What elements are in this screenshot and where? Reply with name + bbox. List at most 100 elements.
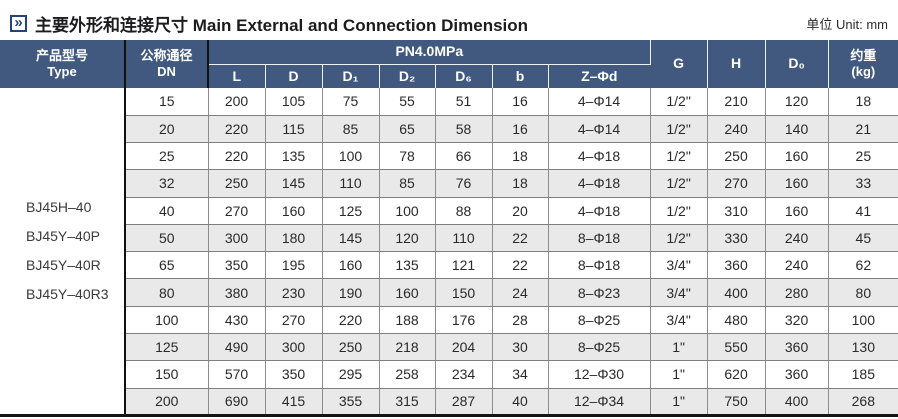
cell-h: 250 — [707, 142, 766, 171]
cell-d2: 160 — [379, 278, 436, 307]
cell-dn: 200 — [125, 388, 209, 417]
cell-zd: 8–Φ23 — [548, 278, 651, 307]
cell-g: 1" — [650, 360, 708, 389]
col-header-d0: D₀ — [765, 40, 829, 88]
cell-g: 3/4" — [650, 251, 708, 280]
table-row: 200 690 415 355 315 287 40 12–Φ34 1" 750… — [0, 388, 898, 417]
cell-d: 415 — [265, 388, 323, 417]
cell-b: 16 — [492, 88, 549, 116]
cell-d1: 145 — [322, 224, 380, 253]
cell-zd: 4–Φ14 — [548, 88, 651, 116]
cell-d2: 120 — [379, 224, 436, 253]
table-row: 150 570 350 295 258 234 34 12–Φ30 1" 620… — [0, 360, 898, 389]
section-header: » 主要外形和连接尺寸 Main External and Connection… — [0, 0, 898, 40]
table-row: BJ45H–40 BJ45Y–40P BJ45Y–40R BJ45Y–40R3 … — [0, 88, 898, 416]
cell-d2: 65 — [379, 115, 436, 144]
cell-zd: 8–Φ18 — [548, 251, 651, 280]
cell-dn: 50 — [125, 224, 209, 253]
cell-d0: 160 — [765, 169, 829, 198]
cell-d1: 160 — [322, 251, 380, 280]
cell-d: 300 — [265, 333, 323, 362]
cell-l: 200 — [208, 88, 266, 116]
cell-dn: 100 — [125, 306, 209, 335]
cell-d1: 355 — [322, 388, 380, 417]
col-header-weight: 约重 (kg) — [828, 40, 898, 88]
cell-g: 1/2" — [650, 142, 708, 171]
cell-h: 270 — [707, 169, 766, 198]
col-header-d6: D₆ — [435, 64, 493, 88]
cell-h: 310 — [707, 197, 766, 225]
cell-d6: 287 — [435, 388, 493, 417]
col-header-weight-unit: (kg) — [851, 64, 876, 79]
cell-g: 3/4" — [650, 278, 708, 307]
type-model: BJ45Y–40P — [26, 228, 100, 244]
table-header: 产品型号 Type 公称通径 DN PN4.0MPa G H D₀ 约重 (kg… — [0, 40, 898, 88]
cell-l: 220 — [208, 142, 266, 171]
cell-d1: 125 — [322, 197, 380, 225]
cell-zd: 8–Φ18 — [548, 224, 651, 253]
cell-d0: 360 — [765, 333, 829, 362]
table-row: 50 300 180 145 120 110 22 8–Φ18 1/2" 330… — [0, 224, 898, 253]
cell-g: 1" — [650, 388, 708, 417]
col-header-dn-zh: 公称通径 — [140, 47, 193, 63]
col-header-l: L — [207, 64, 266, 88]
cell-g: 3/4" — [650, 306, 708, 335]
cell-d: 160 — [265, 197, 323, 225]
cell-dn: 15 — [125, 88, 209, 116]
cell-d2: 78 — [379, 142, 436, 171]
cell-d6: 150 — [435, 278, 493, 307]
cell-b: 16 — [492, 115, 549, 144]
cell-d0: 120 — [765, 88, 829, 116]
table-row: 25 220 135 100 78 66 18 4–Φ18 1/2" 250 1… — [0, 142, 898, 171]
cell-b: 22 — [492, 251, 549, 280]
cell-d2: 315 — [379, 388, 436, 417]
type-models-cell: BJ45H–40 BJ45Y–40P BJ45Y–40R BJ45Y–40R3 — [0, 88, 126, 416]
cell-d0: 400 — [765, 388, 829, 417]
cell-d0: 160 — [765, 142, 829, 171]
cell-kg: 45 — [828, 224, 898, 253]
cell-l: 220 — [208, 115, 266, 144]
cell-d1: 100 — [322, 142, 380, 171]
cell-kg: 33 — [828, 169, 898, 198]
cell-kg: 185 — [828, 360, 898, 389]
cell-d0: 240 — [765, 251, 829, 280]
cell-b: 20 — [492, 197, 549, 225]
cell-h: 480 — [707, 306, 766, 335]
table-row: 40 270 160 125 100 88 20 4–Φ18 1/2" 310 … — [0, 197, 898, 225]
table-body: BJ45H–40 BJ45Y–40P BJ45Y–40R BJ45Y–40R3 … — [0, 88, 898, 417]
cell-d0: 240 — [765, 224, 829, 253]
col-header-type-zh: 产品型号 — [35, 47, 88, 63]
cell-h: 360 — [707, 251, 766, 280]
cell-d1: 220 — [322, 306, 380, 335]
table-row: 80 380 230 190 160 150 24 8–Φ23 3/4" 400… — [0, 278, 898, 307]
page-title: 主要外形和连接尺寸 Main External and Connection D… — [35, 15, 529, 35]
cell-zd: 4–Φ14 — [548, 115, 651, 144]
cell-d6: 176 — [435, 306, 493, 335]
cell-d1: 250 — [322, 333, 380, 362]
cell-h: 330 — [707, 224, 766, 253]
header-row-sub: L D D₁ D₂ D₆ b Z–Φd — [0, 64, 898, 88]
cell-g: 1/2" — [650, 197, 708, 225]
col-header-g: G — [650, 40, 708, 88]
cell-kg: 268 — [828, 388, 898, 417]
cell-d1: 110 — [322, 169, 380, 198]
cell-d0: 320 — [765, 306, 829, 335]
cell-d2: 55 — [379, 88, 436, 116]
col-header-zd: Z–Φd — [548, 64, 651, 88]
cell-d0: 160 — [765, 197, 829, 225]
cell-zd: 4–Φ18 — [548, 197, 651, 225]
cell-d1: 295 — [322, 360, 380, 389]
cell-d2: 258 — [379, 360, 436, 389]
cell-kg: 80 — [828, 278, 898, 307]
cell-d6: 121 — [435, 251, 493, 280]
cell-kg: 41 — [828, 197, 898, 225]
cell-d0: 280 — [765, 278, 829, 307]
cell-h: 240 — [707, 115, 766, 144]
cell-d0: 360 — [765, 360, 829, 389]
cell-zd: 12–Φ34 — [548, 388, 651, 417]
table-row: 125 490 300 250 218 204 30 8–Φ25 1" 550 … — [0, 333, 898, 362]
cell-d0: 140 — [765, 115, 829, 144]
cell-kg: 100 — [828, 306, 898, 335]
cell-b: 18 — [492, 169, 549, 198]
